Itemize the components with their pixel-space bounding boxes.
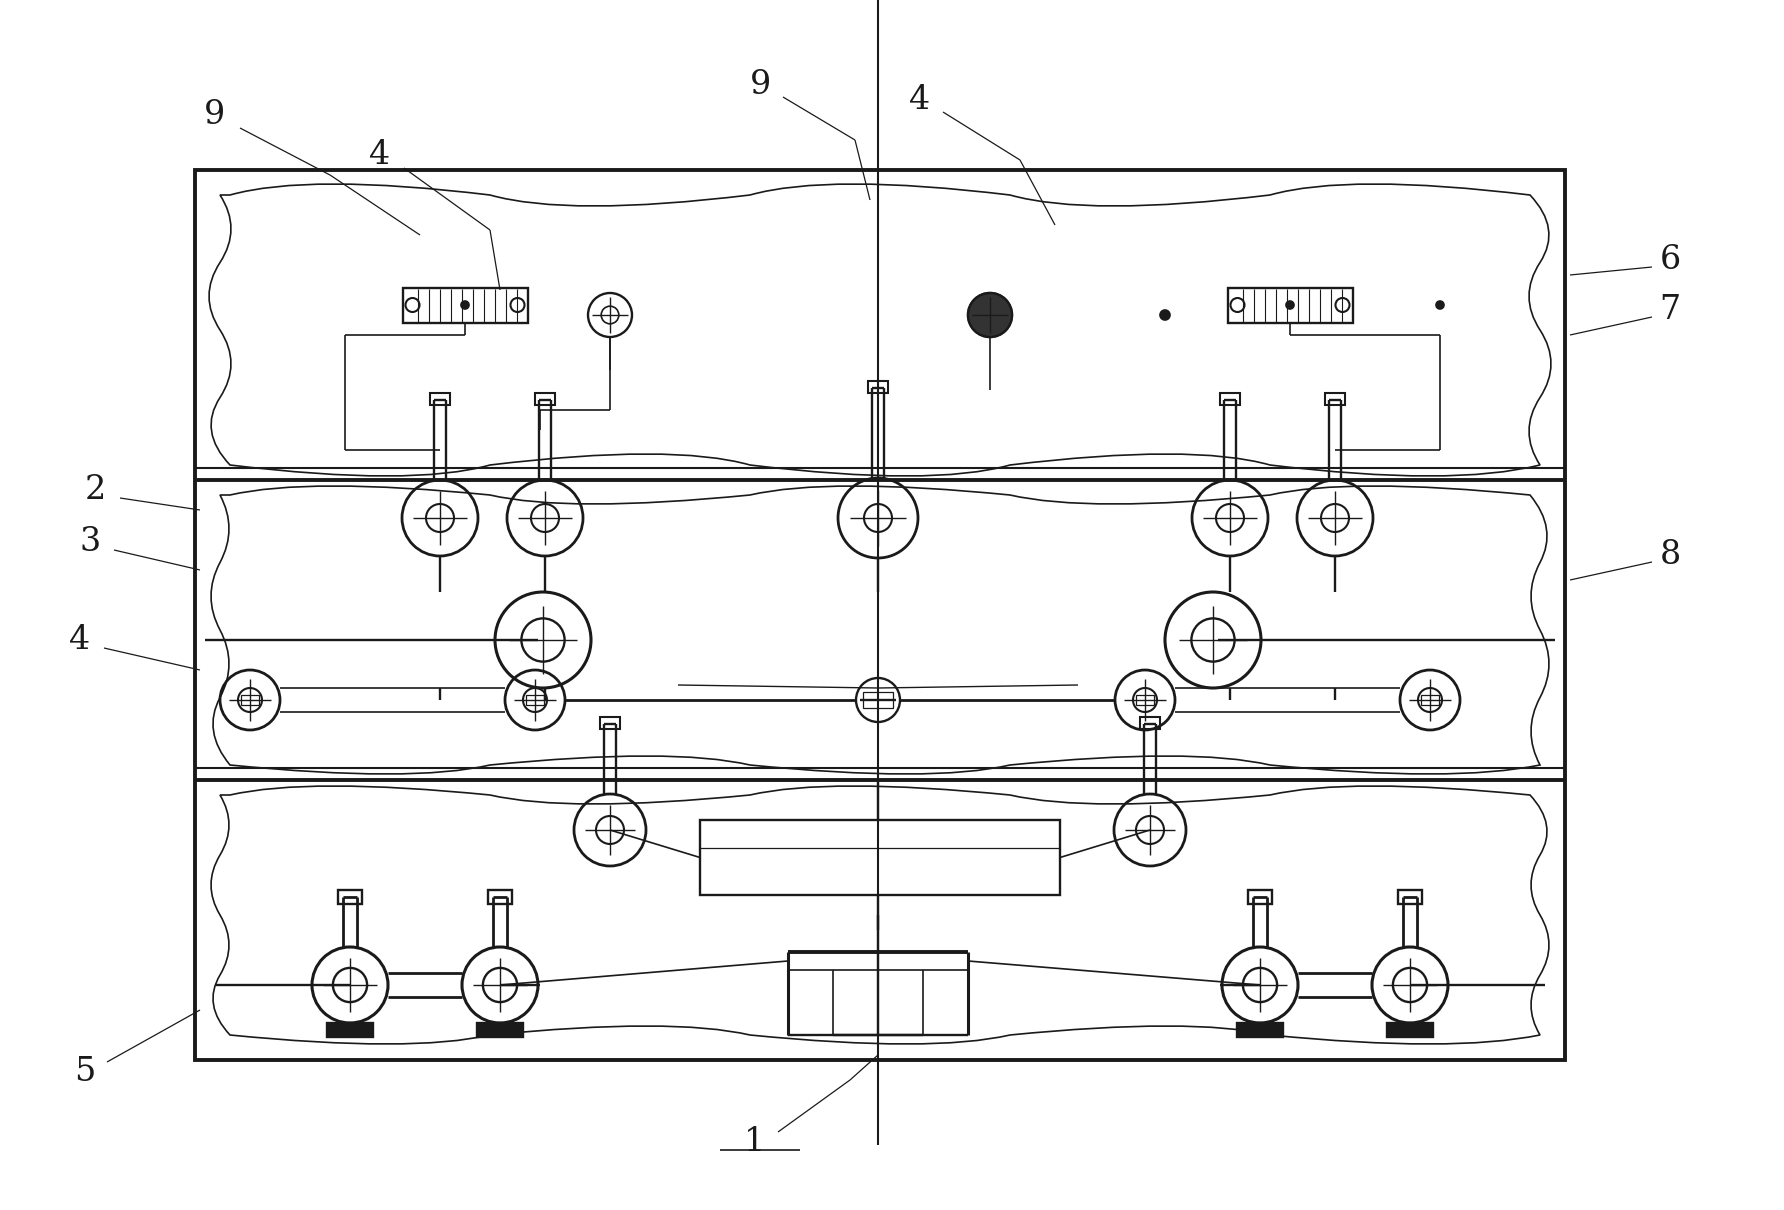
Circle shape	[1286, 301, 1293, 309]
Bar	[526, 695, 544, 705]
Text: 9: 9	[205, 99, 225, 131]
Bar	[699, 820, 1060, 895]
Text: 9: 9	[749, 69, 771, 100]
Text: 4: 4	[910, 83, 931, 116]
Bar	[241, 695, 259, 705]
Bar	[1326, 393, 1345, 405]
Bar	[1140, 718, 1160, 728]
Text: 6: 6	[1659, 244, 1681, 276]
Text: 5: 5	[75, 1056, 96, 1088]
Bar	[1227, 288, 1352, 323]
Text: 4: 4	[369, 139, 391, 171]
Bar	[403, 288, 528, 323]
Bar	[430, 393, 450, 405]
Bar	[337, 891, 362, 904]
Circle shape	[969, 293, 1012, 338]
Bar	[1399, 891, 1422, 904]
Circle shape	[460, 301, 469, 309]
Bar	[863, 692, 894, 708]
Text: 7: 7	[1659, 294, 1681, 325]
Bar	[869, 381, 888, 393]
Bar	[476, 1022, 523, 1037]
Text: 8: 8	[1659, 538, 1681, 571]
Bar	[1422, 695, 1440, 705]
Bar	[1136, 695, 1154, 705]
Bar	[1236, 1022, 1283, 1037]
Bar	[599, 718, 621, 728]
Text: 3: 3	[78, 526, 100, 558]
Text: 2: 2	[84, 474, 105, 506]
Bar	[535, 393, 555, 405]
Bar	[1249, 891, 1272, 904]
Bar	[489, 891, 512, 904]
Circle shape	[1436, 301, 1443, 309]
Text: 4: 4	[70, 624, 91, 656]
Bar	[1388, 1022, 1433, 1037]
Text: 1: 1	[744, 1127, 765, 1158]
Bar	[194, 169, 1565, 1060]
Circle shape	[1160, 310, 1170, 319]
Bar	[1220, 393, 1240, 405]
Bar	[326, 1022, 373, 1037]
